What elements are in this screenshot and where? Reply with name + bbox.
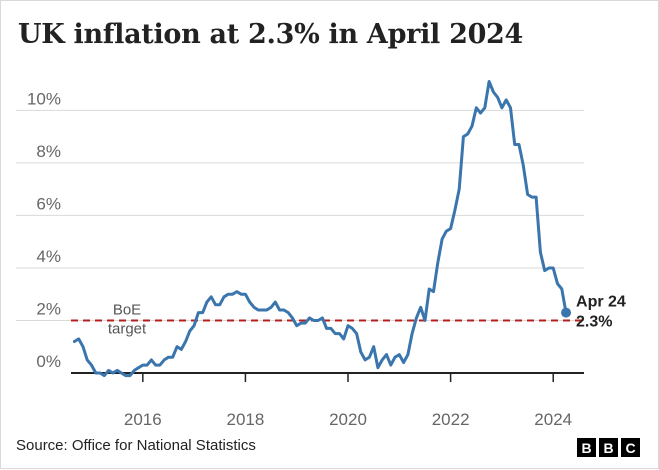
y-tick-label: 2% — [36, 299, 61, 318]
x-axis-ticks: 2016 2018 2020 2022 2024 — [124, 373, 572, 429]
x-tick-label: 2016 — [124, 410, 162, 429]
y-tick-label: 4% — [36, 247, 61, 266]
x-tick-label: 2022 — [432, 410, 470, 429]
x-tick-label: 2024 — [534, 410, 572, 429]
latest-value-label: 2.3% — [576, 314, 612, 331]
y-tick-label: 6% — [36, 194, 61, 213]
logo-letter: B — [577, 438, 596, 457]
gridlines — [16, 109, 584, 374]
boe-target-label-line1: BoE — [113, 301, 141, 318]
y-tick-label: 0% — [36, 352, 61, 371]
bbc-logo: B B C — [577, 438, 640, 457]
latest-date-label: Apr 24 — [576, 294, 626, 311]
y-tick-label: 10% — [27, 89, 61, 108]
logo-letter: B — [599, 438, 618, 457]
source-note: Source: Office for National Statistics — [16, 437, 256, 454]
boe-target-label-line2: target — [108, 320, 147, 337]
inflation-series-line — [72, 80, 568, 378]
latest-value-dot — [561, 307, 572, 318]
y-axis-ticks: 0% 2% 4% 6% 8% 10% — [27, 89, 61, 371]
y-tick-label: 8% — [36, 142, 61, 161]
logo-letter: C — [621, 438, 640, 457]
x-tick-label: 2018 — [227, 410, 265, 429]
chart-title: UK inflation at 2.3% in April 2024 — [18, 19, 524, 50]
x-tick-label: 2020 — [329, 410, 367, 429]
